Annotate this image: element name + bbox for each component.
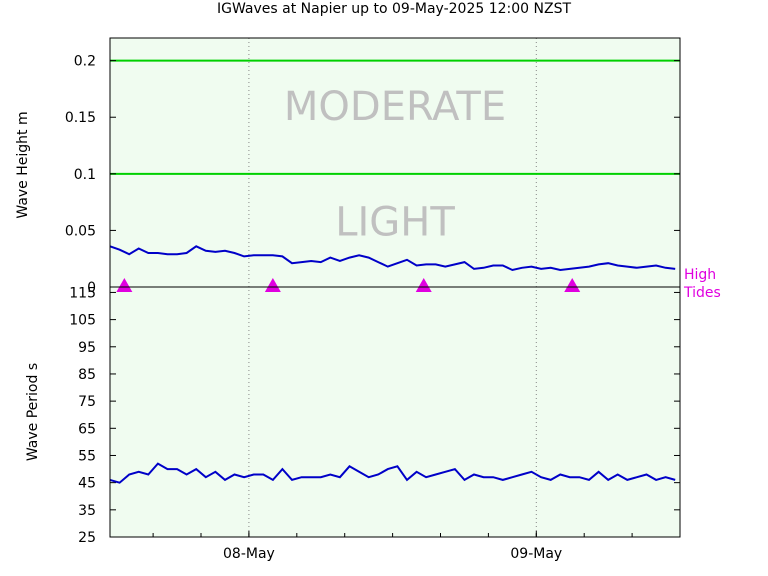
period-ytick-label: 65	[78, 421, 96, 437]
height-ytick-label: 0.2	[74, 54, 96, 70]
band-label-moderate: MODERATE	[284, 84, 506, 130]
height-y-axis-label: Wave Height m	[15, 111, 31, 218]
period-ytick-label: 45	[78, 476, 96, 492]
period-series-line	[109, 462, 676, 484]
period-ytick-label: 55	[78, 448, 96, 464]
height-panel: MODERATE LIGHT 0 0.05 0.1 0.15 0.2 High Tide…	[15, 54, 721, 301]
period-ytick-label: 105	[69, 313, 96, 329]
high-tides-label-line1: High	[684, 267, 716, 283]
period-ytick-label: 35	[78, 503, 96, 519]
band-label-light: LIGHT	[335, 199, 455, 245]
period-ytick-label: 95	[78, 340, 96, 356]
height-ytick-label: 0.15	[65, 110, 96, 126]
period-y-axis-label: Wave Period s	[25, 363, 41, 461]
xtick-label: 08-May	[223, 546, 275, 562]
high-tide-marker-1	[264, 278, 281, 292]
high-tide-marker-3	[564, 278, 581, 292]
period-ytick-label: 75	[78, 394, 96, 410]
xtick-label: 09-May	[510, 546, 562, 562]
height-series-line	[109, 245, 676, 272]
high-tides-label-line2: Tides	[683, 285, 721, 301]
height-ytick-label: 0	[87, 280, 96, 296]
height-ytick-label: 0.1	[74, 167, 96, 183]
chart-title: IGWaves at Napier up to 09-May-2025 12:0…	[217, 1, 571, 17]
period-ytick-label: 115	[69, 285, 96, 301]
high-tide-marker-0	[116, 278, 133, 292]
high-tide-marker-2	[415, 278, 432, 292]
period-panel: 25 35 45 55 65 75 85 95 105 115 08-May 09-May Wave…	[25, 285, 681, 562]
period-ytick-label: 85	[78, 367, 96, 383]
height-ytick-label: 0.05	[65, 223, 96, 239]
period-ytick-label: 25	[78, 530, 96, 546]
